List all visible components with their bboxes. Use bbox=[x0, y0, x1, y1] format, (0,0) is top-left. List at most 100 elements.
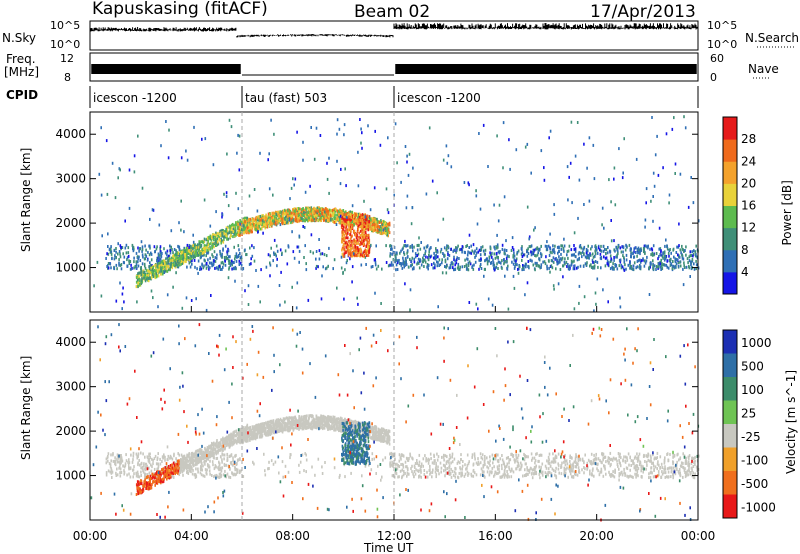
data-cell bbox=[475, 302, 478, 306]
data-cell bbox=[315, 207, 317, 211]
data-cell bbox=[444, 474, 446, 478]
data-cell bbox=[424, 252, 426, 256]
data-cell bbox=[643, 244, 646, 248]
data-cell bbox=[337, 213, 339, 217]
data-cell bbox=[503, 258, 505, 261]
data-cell bbox=[351, 241, 353, 245]
data-cell bbox=[130, 267, 132, 271]
data-cell bbox=[368, 216, 371, 220]
data-cell bbox=[236, 151, 238, 155]
data-cell bbox=[147, 276, 150, 280]
data-cell bbox=[194, 255, 196, 259]
data-cell bbox=[107, 232, 109, 236]
data-cell bbox=[521, 255, 524, 258]
data-cell bbox=[526, 466, 528, 470]
data-cell bbox=[357, 302, 359, 306]
data-cell bbox=[240, 263, 243, 267]
data-cell bbox=[612, 262, 614, 266]
data-cell bbox=[368, 244, 370, 248]
data-cell bbox=[548, 136, 550, 140]
data-cell bbox=[138, 279, 141, 282]
data-cell bbox=[529, 245, 532, 249]
data-cell bbox=[382, 225, 384, 229]
data-cell bbox=[323, 253, 326, 257]
data-cell bbox=[231, 223, 233, 227]
data-cell bbox=[357, 221, 359, 225]
data-cell bbox=[264, 226, 267, 230]
data-cell bbox=[594, 260, 597, 263]
data-cell bbox=[476, 463, 479, 466]
data-cell bbox=[636, 247, 639, 251]
data-cell bbox=[205, 238, 208, 242]
data-cell bbox=[428, 126, 431, 130]
data-cell bbox=[620, 250, 623, 254]
data-cell bbox=[151, 465, 153, 469]
data-cell bbox=[513, 458, 516, 462]
data-cell bbox=[243, 224, 245, 228]
data-cell bbox=[118, 250, 121, 253]
data-cell bbox=[464, 472, 467, 476]
data-cell bbox=[396, 462, 398, 466]
data-cell bbox=[619, 246, 622, 250]
data-cell bbox=[317, 265, 319, 269]
data-cell bbox=[207, 239, 209, 243]
data-cell bbox=[502, 121, 505, 125]
data-cell bbox=[309, 184, 311, 188]
data-cell bbox=[347, 246, 349, 250]
data-cell bbox=[457, 262, 460, 266]
data-cell bbox=[353, 249, 355, 253]
data-cell bbox=[341, 209, 343, 213]
data-cell bbox=[367, 124, 369, 128]
data-cell bbox=[174, 261, 177, 264]
data-cell bbox=[197, 259, 200, 263]
data-cell bbox=[201, 253, 204, 257]
data-cell bbox=[678, 468, 681, 471]
data-cell bbox=[157, 267, 159, 271]
data-cell bbox=[656, 462, 659, 466]
data-cell bbox=[181, 262, 183, 265]
data-cell bbox=[573, 231, 576, 235]
data-cell bbox=[575, 255, 577, 259]
data-cell bbox=[127, 460, 129, 464]
data-cell bbox=[471, 265, 473, 269]
data-cell bbox=[225, 226, 228, 230]
data-cell bbox=[460, 453, 462, 457]
data-cell bbox=[595, 302, 597, 306]
data-cell bbox=[411, 256, 414, 260]
data-cell bbox=[447, 154, 450, 158]
data-cell bbox=[192, 256, 195, 260]
data-cell bbox=[265, 216, 268, 220]
data-cell bbox=[237, 133, 239, 137]
data-cell bbox=[307, 298, 310, 302]
data-cell bbox=[379, 231, 382, 235]
data-cell bbox=[454, 259, 456, 263]
data-cell bbox=[135, 285, 138, 289]
data-cell bbox=[190, 250, 192, 254]
data-cell bbox=[160, 144, 162, 148]
data-cell bbox=[120, 471, 123, 474]
data-cell bbox=[189, 260, 192, 264]
data-cell bbox=[534, 472, 536, 475]
data-cell bbox=[477, 307, 479, 311]
data-cell bbox=[512, 248, 515, 252]
data-cell bbox=[684, 266, 686, 269]
data-cell bbox=[125, 243, 128, 247]
data-cell bbox=[586, 256, 589, 259]
data-cell bbox=[643, 259, 646, 263]
data-cell bbox=[348, 224, 350, 228]
data-cell bbox=[695, 259, 697, 263]
data-cell bbox=[145, 254, 148, 258]
data-cell bbox=[540, 244, 542, 248]
data-cell bbox=[259, 151, 261, 155]
data-cell bbox=[150, 251, 152, 255]
data-cell bbox=[202, 474, 205, 478]
data-cell bbox=[246, 226, 249, 230]
data-cell bbox=[522, 266, 524, 270]
data-cell bbox=[420, 241, 422, 244]
data-cell bbox=[609, 250, 612, 254]
data-cell bbox=[258, 215, 261, 218]
data-cell bbox=[269, 274, 271, 278]
data-cell bbox=[141, 262, 144, 266]
data-cell bbox=[691, 250, 693, 254]
data-cell bbox=[325, 216, 328, 219]
